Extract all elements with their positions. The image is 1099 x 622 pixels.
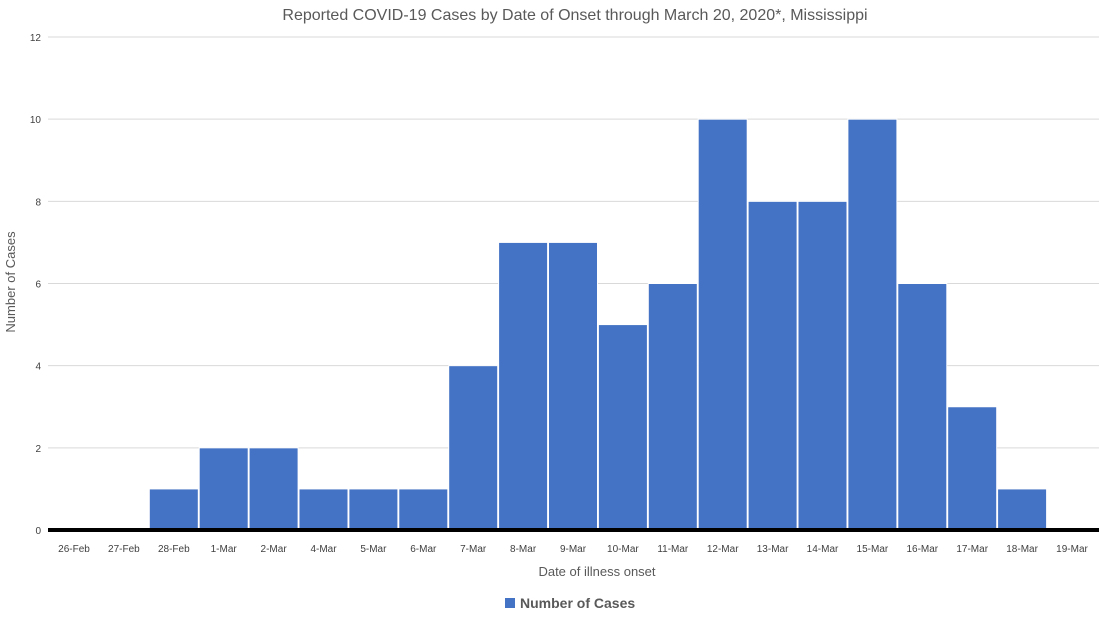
bar-8-Mar: [498, 241, 549, 531]
x-tick-label: 19-Mar: [1056, 544, 1088, 555]
x-tick-labels: 26-Feb 27-Feb 28-Feb 1-Mar 2-Mar 4-Mar 5-Mar 6-…: [58, 544, 1088, 555]
x-tick-label: 10-Mar: [607, 544, 639, 555]
bar-12-Mar: [697, 118, 748, 531]
bar-16-Mar: [897, 283, 948, 531]
x-tick-label: 1-Mar: [211, 544, 238, 555]
bar-5-Mar: [348, 488, 399, 531]
y-tick-label: 8: [35, 197, 41, 208]
bar-15-Mar: [847, 118, 898, 531]
bar-4-Mar: [298, 488, 349, 531]
x-tick-label: 13-Mar: [757, 544, 789, 555]
x-tick-label: 18-Mar: [1006, 544, 1038, 555]
x-tick-label: 15-Mar: [857, 544, 889, 555]
x-tick-label: 8-Mar: [510, 544, 537, 555]
x-tick-label: 14-Mar: [807, 544, 839, 555]
bar-6-Mar: [398, 488, 449, 531]
y-tick-labels: 0 2 4 6 8 10 12: [30, 33, 42, 537]
x-tick-label: 7-Mar: [460, 544, 487, 555]
bar-14-Mar: [797, 200, 848, 531]
x-tick-label: 17-Mar: [956, 544, 988, 555]
legend-swatch: [505, 598, 515, 608]
x-tick-label: 28-Feb: [158, 544, 190, 555]
legend-label: Number of Cases: [520, 595, 635, 611]
y-tick-label: 6: [35, 280, 41, 291]
x-tick-label: 26-Feb: [58, 544, 90, 555]
x-axis-title: Date of illness onset: [538, 564, 655, 579]
x-tick-label: 6-Mar: [410, 544, 437, 555]
bar-10-Mar: [597, 324, 648, 531]
chart-title: Reported COVID-19 Cases by Date of Onset…: [282, 7, 867, 24]
bar-11-Mar: [647, 283, 698, 531]
x-tick-label: 5-Mar: [360, 544, 387, 555]
bar-18-Mar: [997, 488, 1048, 531]
y-tick-label: 2: [35, 444, 41, 455]
bar-2-Mar: [248, 447, 299, 531]
bar-28-Feb: [148, 488, 199, 531]
x-tick-label: 9-Mar: [560, 544, 587, 555]
y-tick-label: 4: [35, 362, 41, 373]
bar-9-Mar: [548, 241, 598, 531]
x-tick-label: 27-Feb: [108, 544, 140, 555]
x-tick-label: 12-Mar: [707, 544, 739, 555]
y-tick-label: 0: [35, 526, 41, 537]
x-tick-label: 11-Mar: [657, 544, 689, 555]
bar-7-Mar: [448, 365, 499, 531]
bar-1-Mar: [198, 447, 249, 531]
bar-13-Mar: [747, 200, 798, 531]
x-tick-label: 4-Mar: [310, 544, 337, 555]
x-tick-label: 2-Mar: [261, 544, 288, 555]
x-tick-label: 16-Mar: [906, 544, 938, 555]
y-tick-label: 10: [30, 115, 42, 126]
y-axis-title: Number of Cases: [3, 231, 18, 333]
y-tick-label: 12: [30, 33, 42, 44]
legend: Number of Cases: [505, 595, 635, 611]
bar-17-Mar: [947, 406, 998, 531]
bars: [148, 118, 1048, 531]
